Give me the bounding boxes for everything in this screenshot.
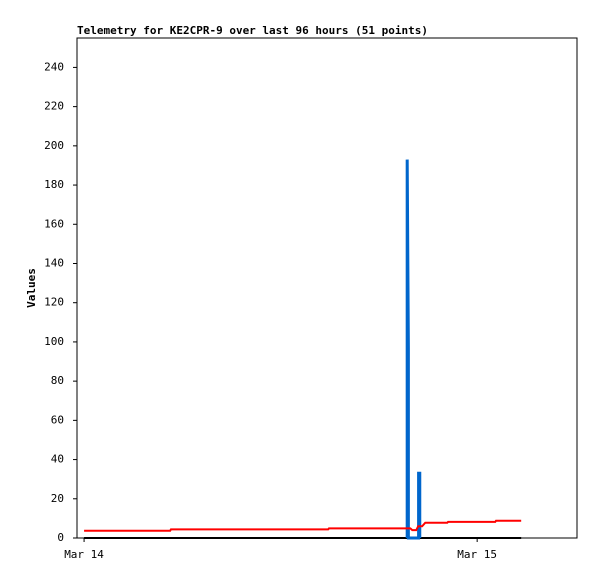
- y-tick-label: 60: [51, 413, 64, 426]
- y-tick-label: 80: [51, 374, 64, 387]
- y-tick-label: 0: [57, 531, 64, 544]
- series-line: [84, 519, 522, 532]
- plot-frame: [76, 37, 578, 539]
- y-axis-label: Values: [25, 268, 38, 308]
- y-tick-label: 160: [44, 217, 64, 230]
- y-tick-label: 240: [44, 60, 64, 73]
- y-tick-label: 140: [44, 256, 64, 269]
- x-tick-label: Mar 14: [64, 548, 104, 561]
- y-tick-label: 20: [51, 492, 64, 505]
- y-tick-label: 120: [44, 296, 64, 309]
- y-tick-label: 220: [44, 100, 64, 113]
- y-tick-label: 40: [51, 453, 64, 466]
- y-tick-label: 200: [44, 139, 64, 152]
- series-line: [405, 159, 422, 540]
- x-tick-label: Mar 15: [457, 548, 497, 561]
- y-tick-label: 180: [44, 178, 64, 191]
- chart-title: Telemetry for KE2CPR-9 over last 96 hour…: [77, 24, 428, 37]
- y-tick-label: 100: [44, 335, 64, 348]
